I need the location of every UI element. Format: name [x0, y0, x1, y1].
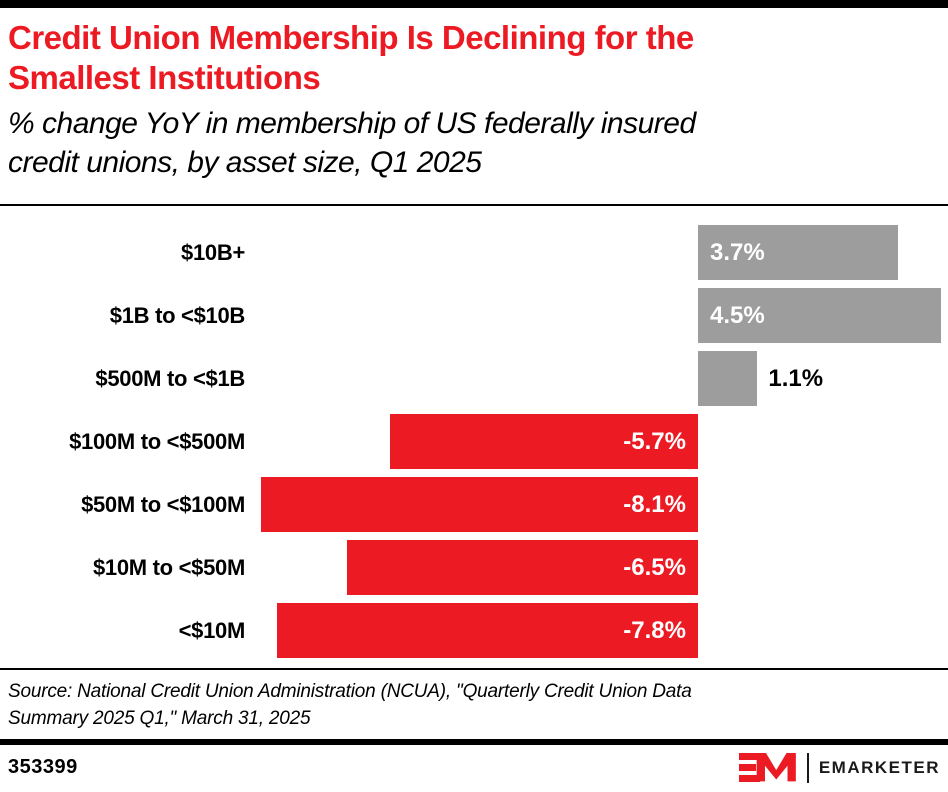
value-label: 4.5% [710, 301, 765, 329]
title-line-1: Credit Union Membership Is Declining for… [8, 19, 694, 56]
bar-chart: $10B+ 3.7% $1B to <$10B 4.5% $500M to <$1B 1.… [0, 206, 948, 668]
bar-row: $500M to <$1B 1.1% [0, 351, 948, 406]
subtitle-line-2: credit unions, by asset size, Q1 2025 [8, 146, 482, 179]
bar-row: $50M to <$100M -8.1% [0, 477, 948, 532]
bar: -8.1% [260, 477, 698, 532]
footer: 353399 EMARKETER [0, 745, 948, 790]
title-line-2: Smallest Institutions [8, 59, 321, 96]
value-label: -6.5% [623, 553, 686, 581]
value-label: -5.7% [623, 427, 686, 455]
bar: -5.7% [390, 414, 698, 469]
source-line-1: Source: National Credit Union Administra… [8, 681, 692, 702]
brand-name: EMARKETER [818, 757, 940, 777]
bar: -6.5% [347, 540, 698, 595]
category-label: $100M to <$500M [69, 428, 245, 454]
source-line-2: Summary 2025 Q1," March 31, 2025 [8, 708, 311, 729]
value-label: -7.8% [623, 616, 686, 644]
subtitle-line-1: % change YoY in membership of US federal… [8, 107, 696, 140]
header-divider-line [0, 204, 948, 206]
bar: -7.8% [276, 603, 698, 658]
category-label: $10B+ [181, 239, 245, 265]
top-black-bar [0, 0, 948, 8]
source-block: Source: National Credit Union Administra… [0, 670, 948, 739]
bar-row: $10M to <$50M -6.5% [0, 540, 948, 595]
value-label: 3.7% [710, 238, 765, 266]
chart-id: 353399 [8, 756, 78, 778]
bar: 4.5% [698, 288, 941, 343]
category-label: $1B to <$10B [109, 302, 246, 328]
value-label: -8.1% [623, 490, 686, 518]
logo-divider [806, 752, 809, 783]
footer-divider-bar [0, 739, 948, 745]
chart-header: Credit Union Membership Is Declining for… [0, 8, 948, 204]
emarketer-logomark-icon [738, 752, 796, 782]
bar-row: $10B+ 3.7% [0, 225, 948, 280]
category-label: $50M to <$100M [81, 491, 245, 517]
bar-row: $100M to <$500M -5.7% [0, 414, 948, 469]
emarketer-logo: EMARKETER [738, 752, 940, 783]
bar: 3.7% [698, 225, 898, 280]
source-text: Source: National Credit Union Administra… [8, 678, 940, 732]
category-label: $500M to <$1B [95, 365, 245, 391]
bar [698, 351, 758, 406]
source-divider-line [0, 668, 948, 670]
chart-subtitle: % change YoY in membership of US federal… [8, 104, 940, 182]
category-label: $10M to <$50M [92, 554, 245, 580]
category-label: <$10M [178, 617, 246, 643]
page-title: Credit Union Membership Is Declining for… [8, 18, 940, 98]
bar-row: <$10M -7.8% [0, 603, 948, 658]
value-label: 1.1% [768, 364, 824, 392]
bar-row: $1B to <$10B 4.5% [0, 288, 948, 343]
